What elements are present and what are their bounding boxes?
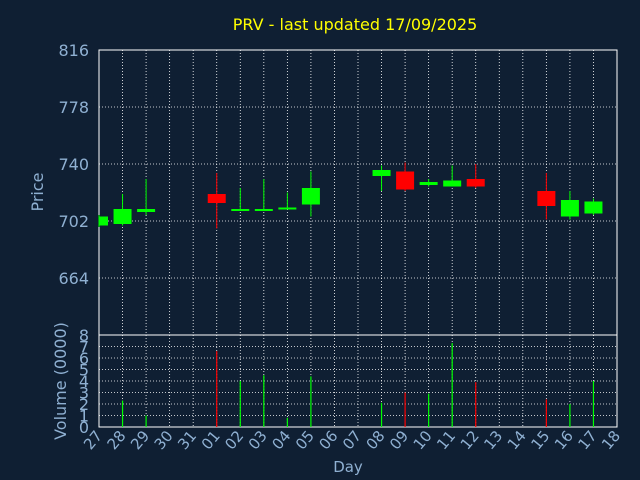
day-tick-label: 09 (386, 427, 412, 453)
day-tick-label: 16 (551, 427, 577, 453)
volume-tick-label: 1 (79, 407, 89, 426)
candle-body (301, 188, 320, 205)
volume-tick-label: 4 (79, 372, 89, 391)
day-tick-labels: 2728293031010203040506070809101112131415… (80, 427, 624, 453)
candle-body (254, 209, 273, 211)
candle-body (560, 200, 579, 217)
volume-tick-label: 5 (79, 361, 89, 380)
day-tick-label: 17 (574, 427, 600, 453)
day-tick-label: 30 (151, 427, 177, 453)
candle-body (113, 209, 132, 224)
day-tick-label: 13 (480, 427, 506, 453)
price-tick-label: 740 (58, 155, 89, 174)
price-panel: 664 702 740 778 816 (58, 41, 618, 336)
day-tick-label: 06 (315, 427, 341, 453)
candle-body (99, 216, 108, 226)
price-tick-label: 664 (58, 269, 89, 288)
day-tick-label: 28 (104, 427, 130, 453)
chart-title: PRV - last updated 17/09/2025 (233, 15, 478, 34)
day-tick-label: 03 (245, 427, 271, 453)
candle-body (231, 209, 250, 211)
candle-body (419, 182, 438, 185)
candle-body (443, 180, 462, 187)
volume-tick-label: 7 (79, 338, 89, 357)
day-tick-label: 29 (127, 427, 153, 453)
candle-body (466, 179, 485, 187)
candle-body (278, 207, 297, 210)
day-tick-label: 14 (504, 427, 530, 453)
day-tick-label: 08 (363, 427, 389, 453)
day-tick-label: 18 (598, 427, 624, 453)
day-tick-label: 11 (433, 427, 459, 453)
day-tick-label: 10 (410, 427, 436, 453)
day-tick-label: 31 (174, 427, 200, 453)
price-tick-label: 702 (58, 212, 89, 231)
day-tick-label: 15 (527, 427, 553, 453)
day-tick-label: 07 (339, 427, 365, 453)
volume-tick-label: 3 (79, 384, 89, 403)
candle-body (207, 194, 226, 203)
candle-body (396, 171, 415, 190)
price-tick-label: 778 (58, 98, 89, 117)
day-tick-label: 05 (292, 427, 318, 453)
volume-tick-label: 2 (79, 395, 89, 414)
day-tick-label: 12 (457, 427, 483, 453)
volume-tick-label: 8 (79, 326, 89, 345)
day-tick-label: 04 (268, 427, 294, 453)
price-tick-label: 816 (58, 41, 89, 60)
candle-body (137, 209, 156, 212)
volume-tick-label: 6 (79, 349, 89, 368)
day-tick-label: 02 (221, 427, 247, 453)
day-axis-label: Day (333, 458, 363, 476)
candle-body (537, 191, 556, 206)
candle-body (584, 201, 603, 214)
candle-body (372, 170, 391, 176)
day-tick-label: 01 (198, 427, 224, 453)
volume-tick-label: 0 (79, 418, 89, 437)
price-axis-label: Price (28, 172, 47, 211)
volume-axis-label: Volume (0000) (51, 322, 70, 440)
